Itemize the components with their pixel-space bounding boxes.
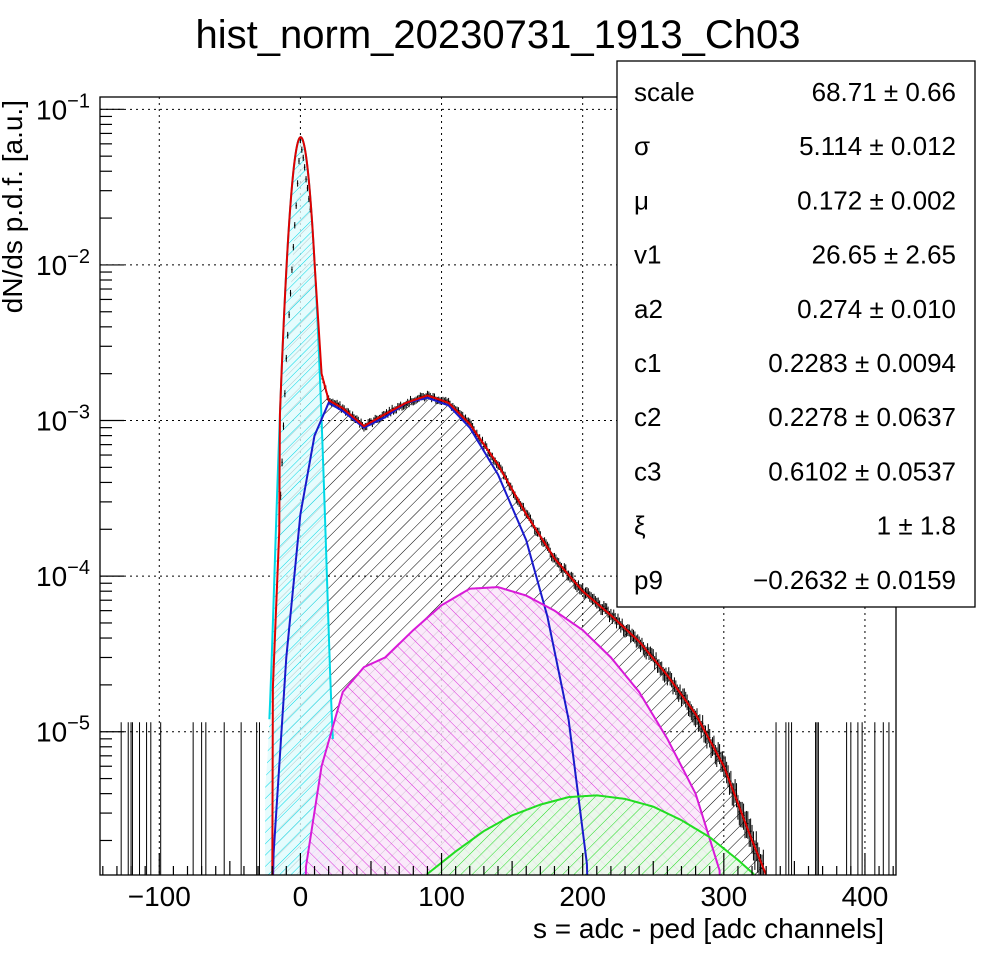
x-tick-label: 400 [842, 881, 889, 912]
y-tick-label: 10−4 [36, 557, 90, 592]
total-fit-curve [271, 136, 767, 875]
double-pe-curve [304, 586, 721, 875]
triple-pe-hatch-area [427, 795, 754, 875]
stats-param-name: c1 [634, 348, 661, 378]
y-axis-label: dN/ds p.d.f. [a.u.] [0, 100, 28, 313]
x-tick-label: 300 [700, 881, 747, 912]
stats-box: scale 68.71 ± 0.66 σ 5.114 ± 0.012 μ 0.172 ± … [616, 60, 976, 608]
stats-param-value: 5.114 ± 0.012 [799, 131, 956, 161]
stats-rows: scale 68.71 ± 0.66 σ 5.114 ± 0.012 μ 0.172 ± … [634, 77, 956, 595]
pedestal-hatch-area [265, 137, 336, 875]
x-axis-ticks: −100 0 100 200 300 400 [102, 853, 894, 912]
stats-param-value: 0.6102 ± 0.0537 [768, 456, 956, 486]
stats-param-name: c2 [634, 402, 661, 432]
stats-param-name: a2 [634, 294, 663, 324]
triple-pe-curve [426, 794, 755, 875]
y-tick-label: 10−3 [36, 402, 90, 437]
stats-param-value: 0.172 ± 0.002 [797, 185, 956, 215]
stats-param-name: σ [634, 131, 650, 161]
stats-box-frame [616, 60, 976, 608]
stats-param-value: −0.2632 ± 0.0159 [753, 565, 956, 595]
x-tick-label: 0 [293, 881, 309, 912]
chart-title: hist_norm_20230731_1913_Ch03 [196, 13, 801, 57]
y-tick-label: 10−5 [36, 713, 90, 748]
stats-param-value: 0.274 ± 0.010 [797, 294, 956, 324]
y-axis-ticks: 10−5 10−4 10−3 10−2 10−1 [36, 90, 124, 842]
stats-param-name: scale [634, 77, 695, 107]
single-pe-curve [272, 396, 589, 875]
stats-param-name: p9 [634, 565, 663, 595]
y-tick-label: 10−2 [36, 246, 90, 281]
stats-param-value: 68.71 ± 0.66 [812, 77, 956, 107]
fit-curves [268, 136, 767, 875]
stats-param-value: 0.2283 ± 0.0094 [768, 348, 956, 378]
x-tick-label: −100 [128, 881, 191, 912]
stats-param-name: ξ [634, 511, 646, 541]
stats-param-name: c3 [634, 456, 661, 486]
y-tick-label: 10−1 [36, 90, 90, 125]
stats-param-name: μ [634, 185, 649, 215]
stats-param-value: 26.65 ± 2.65 [812, 240, 956, 270]
x-axis-label: s = adc - ped [adc channels] [533, 913, 884, 944]
stats-param-name: v1 [634, 240, 661, 270]
x-tick-label: 200 [559, 881, 606, 912]
stats-param-value: 1 ± 1.8 [877, 511, 956, 541]
stats-param-value: 0.2278 ± 0.0637 [768, 402, 956, 432]
x-tick-label: 100 [418, 881, 465, 912]
